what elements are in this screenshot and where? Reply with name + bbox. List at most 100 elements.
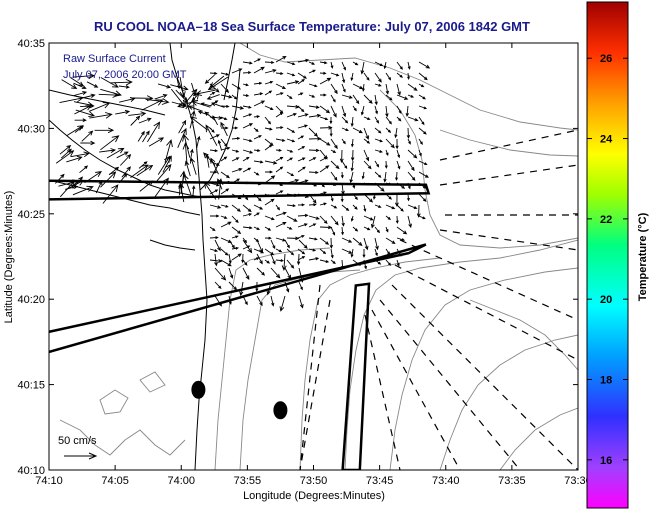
current-vector [119, 97, 136, 103]
current-vector [298, 239, 308, 249]
current-vector [59, 95, 84, 104]
current-vector [231, 167, 243, 173]
bathymetry-contour [439, 334, 578, 470]
current-vector [341, 204, 350, 212]
current-vector [79, 165, 89, 174]
current-vector [242, 113, 253, 118]
current-vector [220, 104, 230, 108]
current-vector [363, 160, 372, 170]
current-vector [220, 248, 229, 256]
current-vector [286, 127, 296, 133]
current-vector [385, 72, 392, 81]
current-vector [363, 138, 371, 144]
current-vector [406, 127, 411, 139]
current-vector [329, 116, 333, 125]
current-vector [363, 215, 374, 221]
current-vector [196, 135, 201, 149]
current-vector [242, 94, 250, 97]
current-vector [175, 89, 189, 103]
current-vector [286, 236, 300, 241]
y-axis-label: Latitude (Degrees:Minutes) [3, 191, 15, 324]
current-vector [253, 149, 261, 153]
dashed-line [439, 129, 578, 161]
current-vector [396, 94, 409, 100]
current-vector [396, 204, 404, 212]
current-vector [383, 171, 387, 183]
current-vector [349, 171, 354, 184]
current-vector [253, 204, 264, 210]
current-vector [264, 60, 275, 64]
current-vector [130, 115, 141, 126]
current-vector [275, 259, 285, 263]
current-vector [73, 82, 87, 90]
current-vector [74, 105, 92, 115]
dashed-line [379, 299, 521, 470]
current-vector [352, 61, 359, 66]
current-vector [396, 226, 408, 235]
current-vector [264, 236, 272, 240]
y-tick-label: 40:20 [17, 294, 45, 306]
y-tick-label: 40:30 [17, 123, 45, 135]
current-vector [370, 215, 376, 229]
current-vector [319, 248, 327, 255]
current-vector [275, 237, 287, 242]
current-vector [253, 100, 266, 107]
current-vector [100, 135, 120, 151]
current-vector [242, 167, 252, 173]
current-vector [220, 94, 233, 99]
current-vector [352, 105, 357, 112]
current-vector [100, 171, 117, 188]
current-vector [385, 204, 396, 210]
bathymetry-contour [59, 419, 186, 456]
current-vector [418, 149, 422, 157]
current-vector [231, 94, 238, 100]
current-vector [339, 149, 344, 164]
current-vector [341, 248, 353, 254]
current-vector [242, 61, 253, 65]
current-vector [350, 116, 354, 127]
current-vector [212, 115, 218, 126]
current-vector [374, 204, 382, 208]
current-vector [394, 193, 399, 207]
current-vector [418, 138, 423, 145]
colorbar-tick-label: 16 [600, 455, 612, 467]
current-vector [418, 61, 431, 69]
current-vector [319, 71, 327, 75]
current-vector [206, 94, 220, 100]
current-vector [115, 109, 131, 115]
current-vector [405, 105, 409, 118]
current-vector [99, 148, 117, 153]
current-vector [396, 259, 400, 267]
current-vector [308, 215, 320, 220]
current-vector [297, 135, 305, 140]
current-vector [406, 193, 410, 202]
station-marker [273, 401, 288, 420]
current-vector [330, 226, 336, 236]
bathymetry-contour [499, 407, 578, 470]
current-vector [319, 259, 330, 263]
current-vector [65, 185, 79, 190]
bathymetry-contour [389, 267, 578, 470]
current-vector [330, 105, 337, 118]
current-vector [418, 116, 425, 126]
colorbar-label: Temperature (°C) [637, 212, 649, 301]
current-vector [352, 204, 358, 210]
current-vector [106, 147, 125, 159]
current-vector [341, 116, 349, 124]
current-vector [192, 185, 196, 197]
coastline-segment [49, 119, 201, 198]
current-vector [264, 144, 273, 151]
current-vector [341, 226, 345, 236]
bathymetry-contour [139, 371, 166, 393]
current-vector [319, 125, 333, 130]
current-vector [231, 157, 240, 162]
current-vector [320, 93, 327, 97]
current-vector [396, 61, 403, 70]
current-vector [162, 155, 172, 173]
current-vector [418, 105, 428, 110]
current-vector [330, 248, 334, 259]
current-vector [55, 150, 75, 164]
current-vector [385, 94, 393, 101]
current-vector [207, 76, 229, 91]
current-vector [228, 267, 234, 279]
